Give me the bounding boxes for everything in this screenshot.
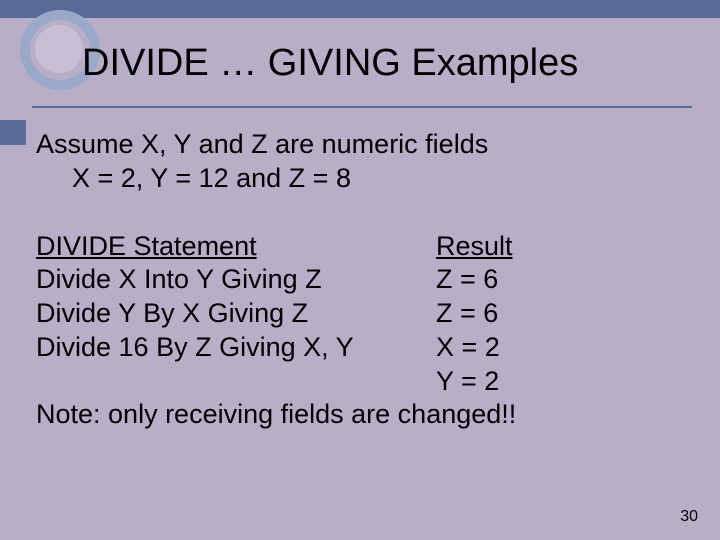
result-cell: Y = 2 <box>436 365 696 399</box>
page-number: 30 <box>680 508 698 526</box>
slide-body: Assume X, Y and Z are numeric fields X =… <box>36 128 696 432</box>
assume-line-2: X = 2, Y = 12 and Z = 8 <box>36 162 696 196</box>
table-row: Divide 16 By Z Giving X, Y X = 2 <box>36 331 696 365</box>
table-row: Y = 2 <box>36 365 696 399</box>
spacer <box>36 196 696 230</box>
result-cell: Z = 6 <box>436 297 696 331</box>
stmt-cell: Divide Y By X Giving Z <box>36 297 436 331</box>
result-cell: Z = 6 <box>436 263 696 297</box>
assume-line-1: Assume X, Y and Z are numeric fields <box>36 128 696 162</box>
table-row: Divide X Into Y Giving Z Z = 6 <box>36 263 696 297</box>
title-underline <box>32 106 692 108</box>
header-result: Result <box>436 230 696 264</box>
stmt-cell <box>36 365 436 399</box>
table-row: Divide Y By X Giving Z Z = 6 <box>36 297 696 331</box>
logo-dot-icon <box>35 25 83 73</box>
left-accent-bar <box>0 120 26 145</box>
header-statement: DIVIDE Statement <box>36 230 436 264</box>
note-line: Note: only receiving fields are changed!… <box>36 398 696 432</box>
slide-title: DIVIDE … GIVING Examples <box>82 42 578 85</box>
stmt-cell: Divide 16 By Z Giving X, Y <box>36 331 436 365</box>
result-cell: X = 2 <box>436 331 696 365</box>
stmt-cell: Divide X Into Y Giving Z <box>36 263 436 297</box>
table-header-row: DIVIDE Statement Result <box>36 230 696 264</box>
